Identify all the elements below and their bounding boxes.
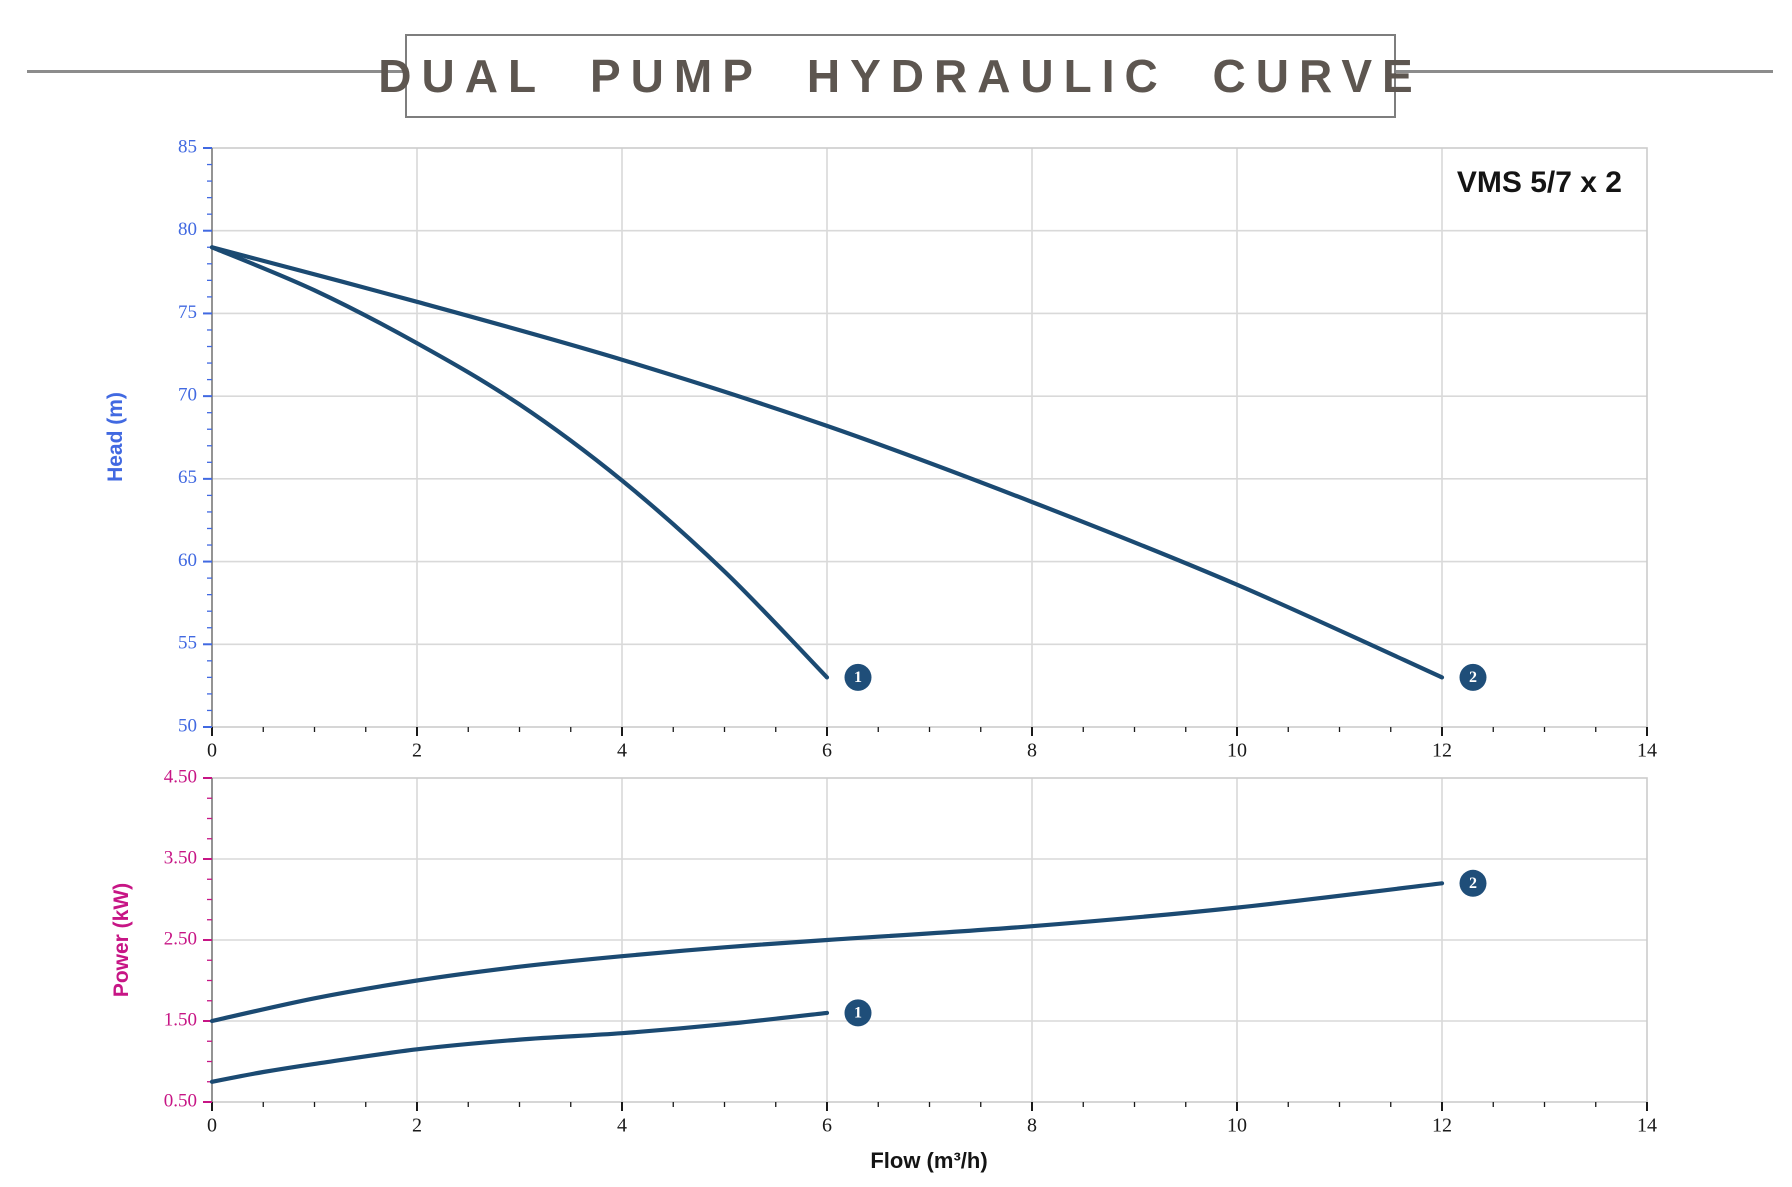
x-tick-label: 8	[1027, 1115, 1037, 1137]
curve-badge-2	[1459, 869, 1487, 897]
y-tick-label: 50	[178, 715, 197, 736]
pump-curve-1	[209, 1010, 830, 1084]
pump-curve-2	[209, 245, 1445, 680]
x-tick-label: 0	[207, 740, 217, 762]
curve-badge-2	[1459, 663, 1487, 691]
x-tick-label: 10	[1227, 1115, 1247, 1137]
pump-curve-1	[209, 245, 830, 680]
x-tick-label: 2	[412, 1115, 422, 1137]
y-tick-label: 4.50	[164, 766, 197, 787]
title-box: DUAL PUMP HYDRAULIC CURVE	[378, 34, 1413, 118]
y-tick-label: 3.50	[164, 847, 197, 868]
x-tick-label: 12	[1432, 740, 1452, 762]
x-tick-label: 12	[1432, 1115, 1452, 1137]
y-tick-label: 80	[178, 219, 197, 240]
y-tick-label: 55	[178, 633, 197, 654]
x-tick-label: 2	[412, 740, 422, 762]
curve-badge-label: 2	[1469, 875, 1477, 892]
y-tick-label: 75	[178, 302, 197, 323]
y-tick-label: 65	[178, 467, 197, 488]
header-rule-right	[1396, 70, 1773, 73]
flow-axis-title: Flow (m³/h)	[870, 1148, 988, 1173]
curve-badge-label: 2	[1469, 669, 1477, 686]
plot-border	[211, 147, 1648, 728]
pump-curve-2	[209, 881, 1445, 1024]
x-tick-label: 14	[1637, 1115, 1657, 1137]
x-tick-label: 8	[1027, 740, 1037, 762]
y-tick-label: 2.50	[164, 928, 197, 949]
x-tick-label: 6	[822, 1115, 832, 1137]
x-tick-label: 14	[1637, 740, 1657, 762]
x-tick-label: 4	[617, 1115, 627, 1137]
y-tick-label: 85	[178, 136, 197, 157]
x-tick-label: 0	[207, 1115, 217, 1137]
y-tick-label: 60	[178, 550, 197, 571]
pump-model-label: VMS 5/7 x 2	[1456, 166, 1622, 199]
curve-badge-1	[844, 663, 872, 691]
x-tick-label: 4	[617, 740, 627, 762]
curve-badge-label: 1	[854, 1005, 862, 1022]
y-tick-label: 0.50	[164, 1090, 197, 1111]
head-axis-title: Head (m)	[104, 392, 127, 482]
curve-badge-1	[844, 999, 872, 1027]
x-tick-label: 10	[1227, 740, 1247, 762]
power-axis-title: Power (kW)	[110, 882, 133, 998]
y-tick-label: 1.50	[164, 1009, 197, 1030]
header-rule-left	[27, 70, 405, 73]
x-tick-label: 6	[822, 740, 832, 762]
page-title: DUAL PUMP HYDRAULIC CURVE	[378, 50, 1423, 102]
y-tick-label: 70	[178, 385, 197, 406]
curve-badge-label: 1	[854, 669, 862, 686]
